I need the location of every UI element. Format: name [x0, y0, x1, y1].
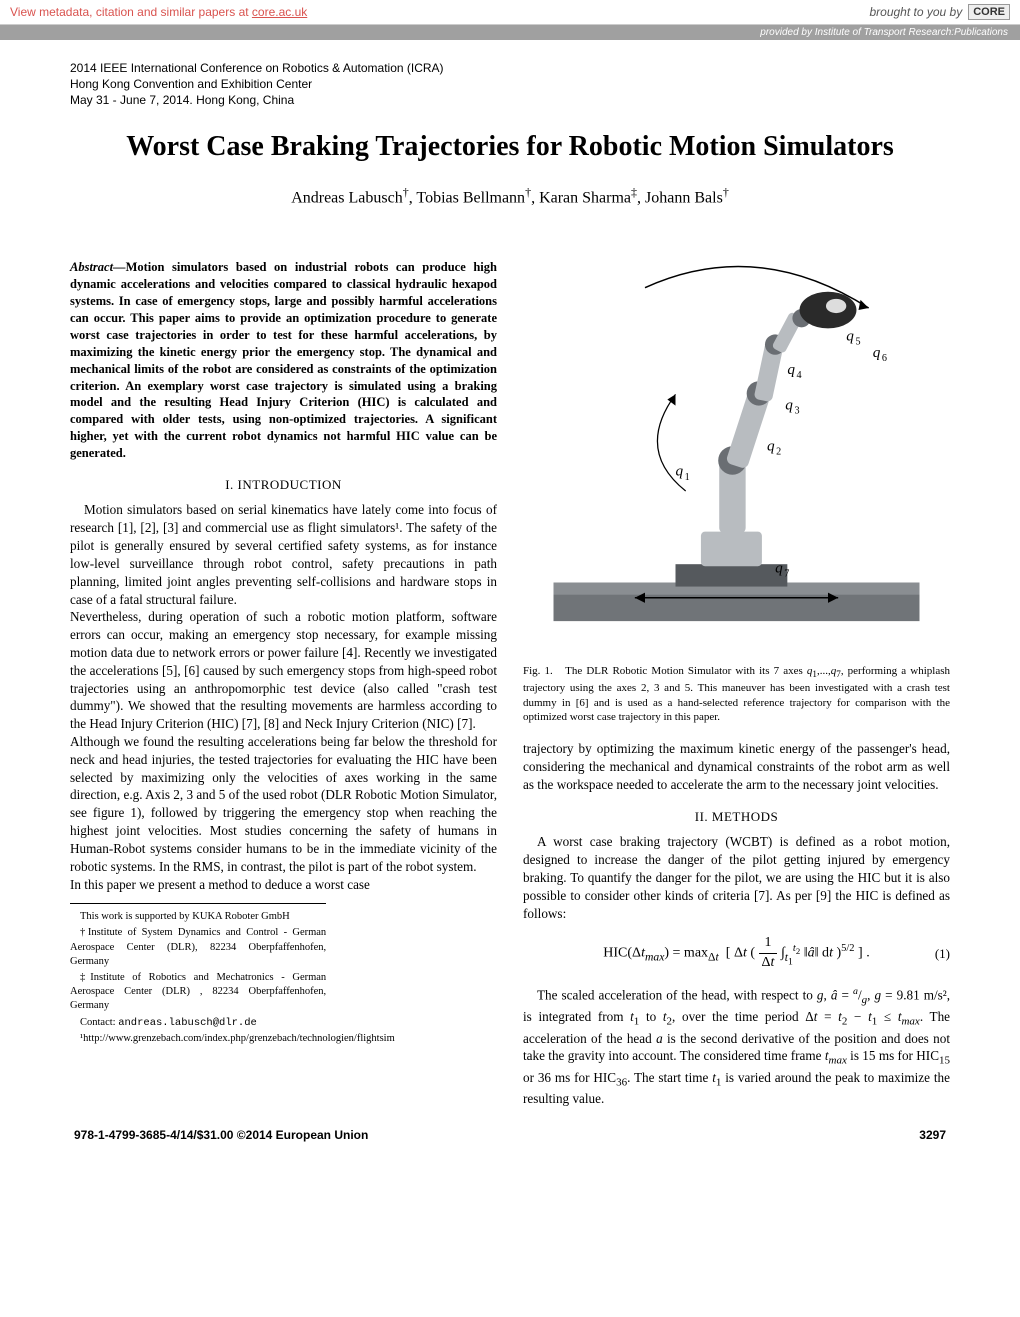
footnote-contact: Contact: andreas.labusch@dlr.de: [70, 1016, 326, 1030]
intro-p1: Motion simulators based on serial kinema…: [70, 501, 497, 608]
intro-p2: Nevertheless, during operation of such a…: [70, 608, 497, 733]
contact-email: andreas.labusch@dlr.de: [118, 1017, 257, 1029]
abstract: Abstract—Motion simulators based on indu…: [70, 259, 497, 462]
capsule-window: [826, 299, 846, 313]
banner-right: brought to you by CORE: [869, 4, 1010, 20]
intro-p4: In this paper we present a method to ded…: [70, 876, 497, 894]
brought-to-you: brought to you by: [869, 5, 962, 19]
isbn-copyright: 978-1-4799-3685-4/14/$31.00 ©2014 Europe…: [74, 1128, 368, 1142]
eq-number: (1): [935, 945, 950, 963]
label-q4: q: [787, 361, 795, 378]
label-q1: q: [676, 463, 684, 480]
rail: [554, 593, 920, 621]
svg-text:7: 7: [784, 568, 789, 579]
conf-line-2: Hong Kong Convention and Exhibition Cent…: [70, 76, 950, 92]
figure-1: q1 q2 q3 q4 q5 q6 q7: [523, 247, 950, 658]
page-footer: 978-1-4799-3685-4/14/$31.00 ©2014 Europe…: [70, 1128, 950, 1142]
label-q3: q: [785, 397, 793, 414]
label-q2: q: [767, 437, 775, 454]
robot-base: [701, 532, 762, 567]
authors: Andreas Labusch†, Tobias Bellmann†, Kara…: [70, 185, 950, 207]
provider-bar: provided by Institute of Transport Resea…: [0, 25, 1020, 40]
page-number: 3297: [919, 1128, 946, 1142]
footnote-url: ¹http://www.grenzebach.com/index.php/gre…: [70, 1032, 326, 1046]
footnote-affil-2: ‡Institute of Robotics and Mechatronics …: [70, 971, 326, 1014]
left-column: Abstract—Motion simulators based on indu…: [70, 247, 497, 1108]
svg-text:3: 3: [794, 406, 799, 417]
core-link[interactable]: core.ac.uk: [252, 5, 307, 19]
svg-text:6: 6: [882, 353, 887, 364]
methods-p1: A worst case braking trajectory (WCBT) i…: [523, 833, 950, 922]
svg-text:1: 1: [685, 472, 690, 483]
label-q7: q: [775, 559, 783, 576]
intro-p3: Although we found the resulting accelera…: [70, 733, 497, 876]
equation-1: HIC(Δtmax) = maxΔt [ Δt ( 1Δt ∫t1t2 ‖â‖ …: [523, 934, 950, 973]
banner-left-text[interactable]: View metadata, citation and similar pape…: [10, 5, 307, 19]
abstract-label: Abstract—: [70, 260, 126, 274]
svg-text:4: 4: [796, 370, 801, 381]
core-logo[interactable]: CORE: [968, 4, 1010, 20]
section-intro-heading: I. INTRODUCTION: [70, 476, 497, 494]
right-column: q1 q2 q3 q4 q5 q6 q7 Fig. 1. The DLR Rob…: [523, 247, 950, 1108]
paper-title: Worst Case Braking Trajectories for Robo…: [70, 131, 950, 163]
carriage: [676, 564, 788, 586]
footnotes: This work is supported by KUKA Roboter G…: [70, 903, 326, 1046]
footnote-funding: This work is supported by KUKA Roboter G…: [70, 910, 326, 924]
abstract-text: Motion simulators based on industrial ro…: [70, 260, 497, 460]
label-q6: q: [873, 344, 881, 361]
arrowhead-1: [858, 300, 868, 310]
robot-diagram: q1 q2 q3 q4 q5 q6 q7: [523, 247, 950, 654]
conf-line-3: May 31 - June 7, 2014. Hong Kong, China: [70, 92, 950, 108]
svg-text:2: 2: [776, 446, 781, 457]
methods-p2: The scaled acceleration of the head, wit…: [523, 985, 950, 1108]
eq-body: HIC(Δtmax) = maxΔt [ Δt ( 1Δt ∫t1t2 ‖â‖ …: [603, 934, 869, 973]
two-column-layout: Abstract—Motion simulators based on indu…: [70, 247, 950, 1108]
conference-header: 2014 IEEE International Conference on Ro…: [70, 60, 950, 109]
svg-text:5: 5: [855, 336, 860, 347]
label-q5: q: [846, 327, 854, 344]
core-banner: View metadata, citation and similar pape…: [0, 0, 1020, 25]
col2-continuation: trajectory by optimizing the maximum kin…: [523, 740, 950, 793]
footnote-affil-1: †Institute of System Dynamics and Contro…: [70, 926, 326, 969]
conf-line-1: 2014 IEEE International Conference on Ro…: [70, 60, 950, 76]
page-content: 2014 IEEE International Conference on Ro…: [0, 40, 1020, 1162]
figure-1-caption: Fig. 1. The DLR Robotic Motion Simulator…: [523, 664, 950, 724]
section-methods-heading: II. METHODS: [523, 808, 950, 826]
